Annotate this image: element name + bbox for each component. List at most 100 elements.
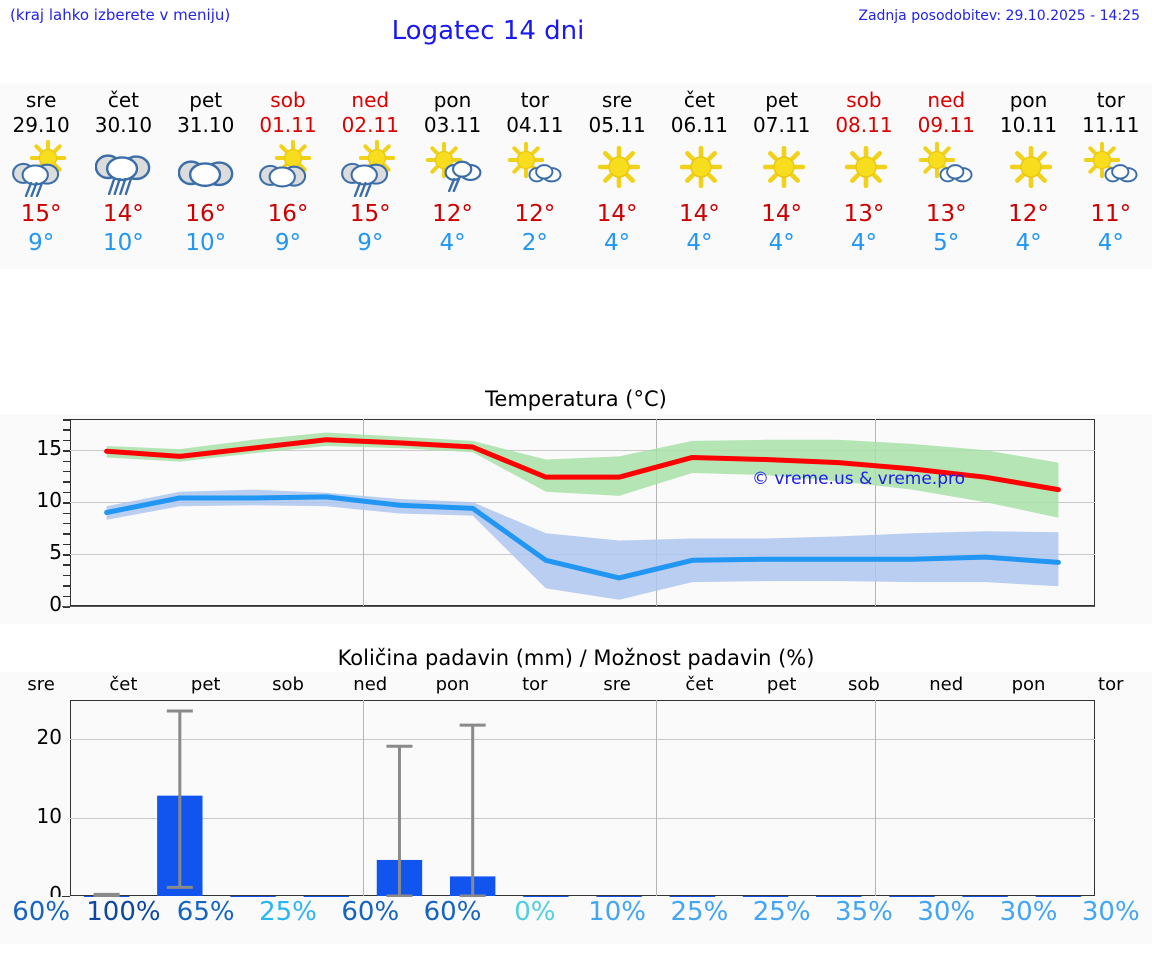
day-name: pet xyxy=(765,88,799,112)
temperature-min: 9° xyxy=(274,230,302,256)
day-name: pet xyxy=(189,88,223,112)
temperature-max: 13° xyxy=(925,201,967,227)
precip-day-label: sob xyxy=(848,674,880,695)
axis-tick xyxy=(63,522,70,525)
weather-icon-sun-smallcloud xyxy=(1080,140,1142,198)
weather-icon-sun-cloud-drizzle xyxy=(422,140,484,198)
precipitation-probability: 100% xyxy=(86,897,161,927)
day-column[interactable]: pet 07.11 14° 4° xyxy=(741,84,823,269)
temperature-min: 4° xyxy=(768,230,795,256)
cloud-icon xyxy=(259,164,307,188)
axis-tick xyxy=(63,554,70,556)
temperature-max: 16° xyxy=(267,201,309,227)
precipitation-plot-area xyxy=(70,700,1095,896)
axis-tick xyxy=(63,481,70,483)
day-column[interactable]: čet 30.10 14° 10° xyxy=(82,84,164,269)
axis-tick xyxy=(63,595,70,598)
precipitation-probability: 25% xyxy=(670,897,729,927)
precip-day-label: pon xyxy=(1011,674,1046,695)
precip-day-label: pon xyxy=(435,674,470,695)
weather-icon-sun xyxy=(833,140,895,198)
axis-tick xyxy=(63,429,70,431)
day-name: pon xyxy=(1009,88,1048,112)
sun-icon xyxy=(762,146,805,188)
weather-icon-sun-smallcloud xyxy=(915,140,977,198)
day-column[interactable]: sre 29.10 15° 9° xyxy=(0,84,82,269)
temperature-max: 12° xyxy=(514,201,556,227)
day-name: čet xyxy=(107,88,139,112)
day-date: 31.10 xyxy=(177,113,235,137)
temperature-min: 2° xyxy=(521,230,548,256)
precip-day-label: sre xyxy=(603,674,631,695)
rain-icon xyxy=(447,178,460,192)
gridline-x xyxy=(655,419,657,606)
weather-icon-sun xyxy=(998,140,1060,198)
cloud-icon xyxy=(12,162,60,186)
temperature-min: 4° xyxy=(1015,230,1042,256)
day-column[interactable]: tor 11.11 11° 4° xyxy=(1070,84,1152,269)
day-date: 05.11 xyxy=(588,113,646,137)
y-axis-label: 10 xyxy=(36,803,62,828)
day-column[interactable]: ned 02.11 15° 9° xyxy=(329,84,411,269)
day-date: 09.11 xyxy=(917,113,975,137)
weather-icon-sun-cloud xyxy=(257,140,319,198)
precip-day-label: ned xyxy=(929,674,964,695)
location-menu-note[interactable]: (kraj lahko izberete v meniju) xyxy=(10,6,231,24)
sun-icon xyxy=(680,146,723,188)
zero-baseline xyxy=(62,606,1095,607)
axis-tick xyxy=(63,460,70,463)
precipitation-probability: 30% xyxy=(1081,897,1140,927)
temperature-max: 14° xyxy=(596,201,638,227)
axis-tick xyxy=(63,439,70,442)
day-date: 06.11 xyxy=(670,113,729,137)
weather-icon-sun-cloud-rain xyxy=(10,140,72,198)
day-column[interactable]: sob 01.11 16° 9° xyxy=(247,84,329,269)
day-column[interactable]: sob 08.11 13° 4° xyxy=(823,84,905,269)
day-column[interactable]: tor 04.11 12° 2° xyxy=(494,84,576,269)
cloud-icon xyxy=(95,154,151,182)
day-date: 03.11 xyxy=(423,113,482,137)
weather-icon-cloud-rain xyxy=(92,140,154,198)
precip-day-label: čet xyxy=(109,674,138,695)
temperature-max: 16° xyxy=(185,201,227,227)
day-column[interactable]: čet 06.11 14° 4° xyxy=(658,84,740,269)
day-name: čet xyxy=(683,88,715,112)
precipitation-probability: 30% xyxy=(999,897,1058,927)
precipitation-probability: 60% xyxy=(12,897,71,927)
day-column[interactable]: pon 10.11 12° 4° xyxy=(987,84,1069,269)
page-title: Logatec 14 dni xyxy=(391,16,585,46)
temperature-max: 14° xyxy=(679,201,720,227)
temperature-min: 4° xyxy=(604,230,631,256)
day-date: 02.11 xyxy=(341,113,399,137)
small-cloud-icon xyxy=(939,164,973,183)
day-name: sob xyxy=(270,88,306,112)
temperature-min: 9° xyxy=(357,230,384,256)
gridline-y xyxy=(70,554,1095,556)
last-updated-label: Zadnja posodobitev: 29.10.2025 - 14:25 xyxy=(858,8,1140,24)
axis-tick xyxy=(63,450,70,452)
axis-tick xyxy=(63,470,70,473)
temperature-max: 15° xyxy=(20,201,62,227)
day-date: 04.11 xyxy=(506,113,564,137)
day-column[interactable]: pet 31.10 16° 10° xyxy=(165,84,247,269)
temperature-max: 13° xyxy=(843,201,885,227)
day-date: 01.11 xyxy=(259,113,317,137)
axis-tick xyxy=(63,491,70,494)
temperature-min: 4° xyxy=(850,230,878,256)
temperature-min: 4° xyxy=(439,230,466,256)
axis-tick xyxy=(63,419,70,421)
gridline-y xyxy=(70,502,1095,504)
temperature-chart-title: Temperatura (°C) xyxy=(0,384,1152,414)
temperature-min: 4° xyxy=(1097,230,1124,256)
day-column[interactable]: ned 09.11 13° 5° xyxy=(905,84,987,269)
day-column[interactable]: pon 03.11 12° 4° xyxy=(411,84,493,269)
y-axis-label: 5 xyxy=(49,540,62,565)
day-column[interactable]: sre 05.11 14° 4° xyxy=(576,84,658,269)
precipitation-probability-row: 60% 100% 65% 25% 60% 60% 0% 10% 25% 25% 35% 30% 30% 3… xyxy=(0,897,1152,937)
sun-icon xyxy=(844,146,887,188)
day-name: sob xyxy=(846,88,882,112)
axis-tick xyxy=(62,896,70,898)
temperature-max: 11° xyxy=(1090,201,1132,227)
weather-icon-sun xyxy=(668,140,730,198)
